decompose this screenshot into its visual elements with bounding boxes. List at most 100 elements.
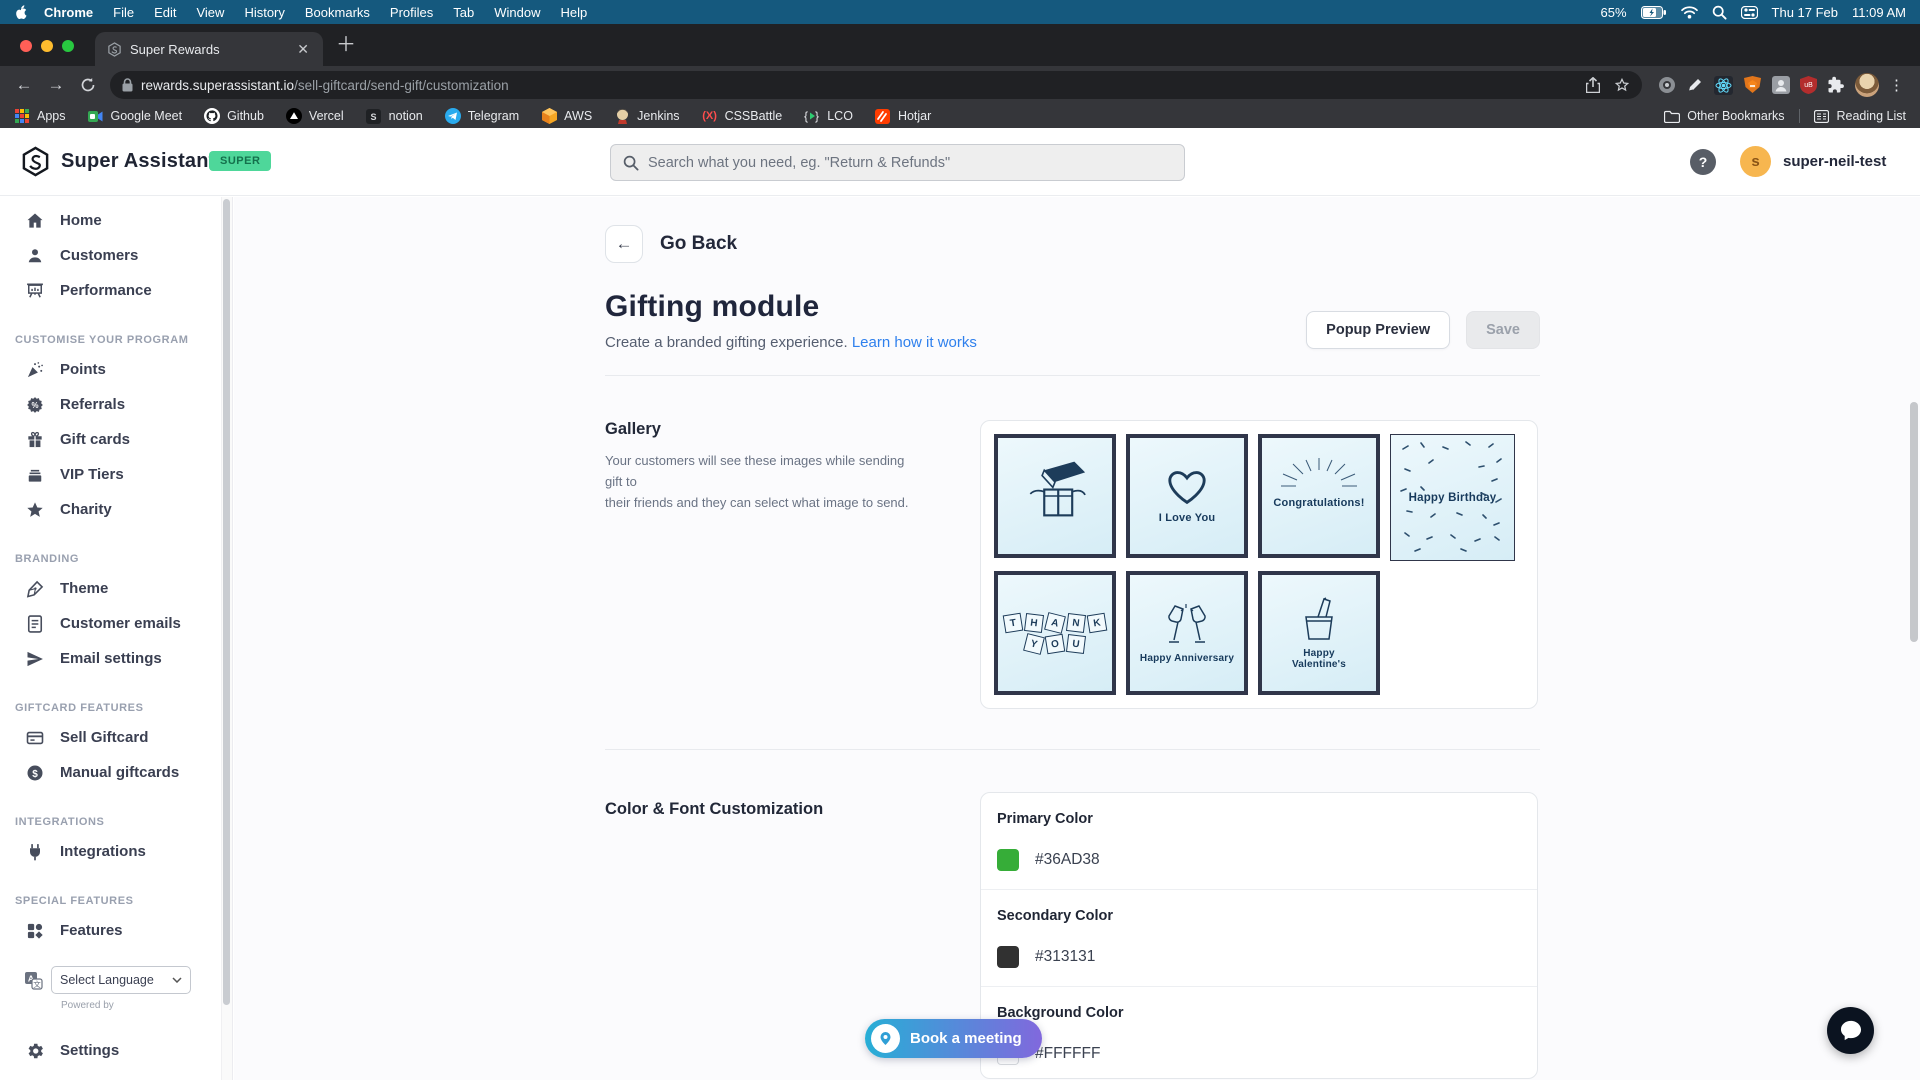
- brand-name[interactable]: Super Assistant: [61, 150, 216, 172]
- primary-color-value[interactable]: #36AD38: [1035, 851, 1100, 868]
- background-color-value[interactable]: #FFFFFF: [1035, 1045, 1101, 1062]
- secondary-color-value[interactable]: #313131: [1035, 948, 1096, 965]
- bookmark-aws[interactable]: AWS: [541, 108, 592, 124]
- gallery-image-happy-birthday[interactable]: Happy Birthday: [1390, 434, 1515, 561]
- spotlight-search-icon[interactable]: [1712, 5, 1727, 20]
- menu-history[interactable]: History: [244, 4, 285, 20]
- chrome-menu-icon[interactable]: ⋮: [1889, 77, 1904, 94]
- sidebar-item-customers[interactable]: Customers: [0, 238, 232, 273]
- help-button[interactable]: ?: [1690, 149, 1716, 175]
- bookmark-notion[interactable]: S notion: [366, 108, 423, 124]
- back-button[interactable]: ←: [15, 75, 33, 94]
- address-bar[interactable]: rewards.superassistant.io/sell-giftcard/…: [110, 71, 1642, 99]
- bookmark-google-meet[interactable]: Google Meet: [88, 108, 182, 124]
- menu-edit[interactable]: Edit: [154, 4, 177, 20]
- sidebar-item-settings[interactable]: Settings: [0, 1033, 232, 1068]
- bookmark-apps[interactable]: Apps: [14, 108, 66, 124]
- go-back-button[interactable]: ←: [605, 225, 643, 263]
- pen-extension-icon[interactable]: [1686, 76, 1704, 94]
- sidebar-item-email-settings[interactable]: Email settings: [0, 641, 232, 676]
- gallery-card: I Love You Congratulations!: [980, 420, 1538, 709]
- search-input[interactable]: [648, 154, 1172, 171]
- menu-chrome[interactable]: Chrome: [44, 4, 94, 20]
- global-search[interactable]: [610, 144, 1185, 181]
- control-center-icon[interactable]: [1740, 5, 1758, 19]
- language-select[interactable]: Select Language: [51, 966, 191, 994]
- gallery-image-gift-box[interactable]: [994, 434, 1116, 558]
- bookmark-label: LCO: [827, 109, 853, 123]
- bookmark-star-icon[interactable]: [1614, 77, 1630, 93]
- learn-how-link[interactable]: Learn how it works: [851, 334, 977, 351]
- ublock-extension-icon[interactable]: uB: [1800, 76, 1817, 94]
- gallery-image-happy-valentines[interactable]: Happy Valentine's: [1258, 571, 1380, 695]
- sidebar-item-points[interactable]: Points: [0, 352, 232, 387]
- sidebar-item-home[interactable]: Home: [0, 203, 232, 238]
- profile-extension-icon[interactable]: [1772, 76, 1790, 94]
- bookmark-vercel[interactable]: Vercel: [285, 108, 344, 124]
- sidebar-item-gift-cards[interactable]: Gift cards: [0, 422, 232, 457]
- other-bookmarks[interactable]: Other Bookmarks: [1664, 108, 1785, 124]
- forward-button[interactable]: →: [47, 75, 65, 94]
- sidebar-item-customer-emails[interactable]: Customer emails: [0, 606, 232, 641]
- gallery-image-happy-anniversary[interactable]: Happy Anniversary: [1126, 571, 1248, 695]
- browser-profile-avatar[interactable]: [1855, 73, 1879, 97]
- maximize-window-button[interactable]: [62, 40, 74, 52]
- page-scrollbar-thumb[interactable]: [1910, 402, 1918, 642]
- user-avatar[interactable]: s: [1740, 146, 1771, 177]
- minimize-window-button[interactable]: [41, 40, 53, 52]
- gallery-image-i-love-you[interactable]: I Love You: [1126, 434, 1248, 558]
- page-subtitle: Create a branded gifting experience.: [605, 334, 848, 351]
- sidebar-item-features[interactable]: Features: [0, 913, 232, 948]
- popup-preview-button[interactable]: Popup Preview: [1306, 311, 1451, 349]
- brand-logo-icon[interactable]: [20, 146, 51, 177]
- screenshot-extension-icon[interactable]: [1658, 76, 1676, 94]
- gallery-image-congratulations[interactable]: Congratulations!: [1258, 434, 1380, 558]
- bookmark-github[interactable]: Github: [204, 108, 264, 124]
- charity-star-icon: [24, 499, 45, 520]
- sidebar-item-charity[interactable]: Charity: [0, 492, 232, 527]
- sidebar-item-integrations[interactable]: Integrations: [0, 834, 232, 869]
- menu-profiles[interactable]: Profiles: [389, 4, 434, 20]
- menu-bookmarks[interactable]: Bookmarks: [304, 4, 370, 20]
- bookmark-hotjar[interactable]: Hotjar: [875, 108, 931, 124]
- bookmark-cssbattle[interactable]: (X) CSSBattle: [702, 108, 782, 124]
- sidebar-item-sell-giftcard[interactable]: Sell Giftcard: [0, 720, 232, 755]
- menu-view[interactable]: View: [196, 4, 225, 20]
- book-meeting-button[interactable]: Book a meeting: [865, 1019, 1042, 1058]
- browser-tab[interactable]: Super Rewards ✕: [95, 32, 323, 66]
- language-select-value: Select Language: [60, 973, 154, 987]
- metamask-extension-icon[interactable]: [1743, 76, 1762, 94]
- sidebar-item-referrals[interactable]: % Referrals: [0, 387, 232, 422]
- close-window-button[interactable]: [20, 40, 32, 52]
- menu-tab[interactable]: Tab: [453, 4, 475, 20]
- new-tab-button[interactable]: ＋: [336, 34, 356, 56]
- battery-icon[interactable]: [1640, 5, 1667, 19]
- extensions-puzzle-icon[interactable]: [1827, 76, 1845, 94]
- sidebar-item-performance[interactable]: Performance: [0, 273, 232, 308]
- save-button[interactable]: Save: [1466, 311, 1540, 349]
- sidebar-item-vip-tiers[interactable]: VIP Tiers: [0, 457, 232, 492]
- menu-help[interactable]: Help: [560, 4, 588, 20]
- sidebar-item-manual-giftcards[interactable]: $ Manual giftcards: [0, 755, 232, 790]
- menu-window[interactable]: Window: [494, 4, 541, 20]
- reading-list[interactable]: Reading List: [1814, 108, 1906, 124]
- share-icon[interactable]: [1586, 77, 1600, 93]
- sidebar-scrollbar-thumb[interactable]: [223, 199, 230, 1005]
- reload-button[interactable]: [74, 71, 102, 99]
- wifi-icon[interactable]: [1680, 5, 1698, 19]
- bookmark-jenkins[interactable]: Jenkins: [614, 108, 680, 124]
- tab-close-icon[interactable]: ✕: [297, 40, 309, 57]
- primary-color-swatch[interactable]: [997, 849, 1019, 871]
- bookmark-lco[interactable]: {} LCO: [804, 108, 853, 124]
- react-devtools-extension-icon[interactable]: [1714, 75, 1733, 95]
- sidebar-item-theme[interactable]: Theme: [0, 571, 232, 606]
- secondary-color-swatch[interactable]: [997, 946, 1019, 968]
- sidebar-scrollbar[interactable]: [221, 197, 232, 1080]
- lock-icon[interactable]: [122, 78, 133, 92]
- chat-launcher-button[interactable]: [1827, 1007, 1874, 1054]
- apple-icon[interactable]: [14, 4, 28, 20]
- user-menu[interactable]: s super-neil-test: [1740, 146, 1886, 177]
- menu-file[interactable]: File: [113, 4, 135, 20]
- bookmark-telegram[interactable]: Telegram: [444, 108, 519, 124]
